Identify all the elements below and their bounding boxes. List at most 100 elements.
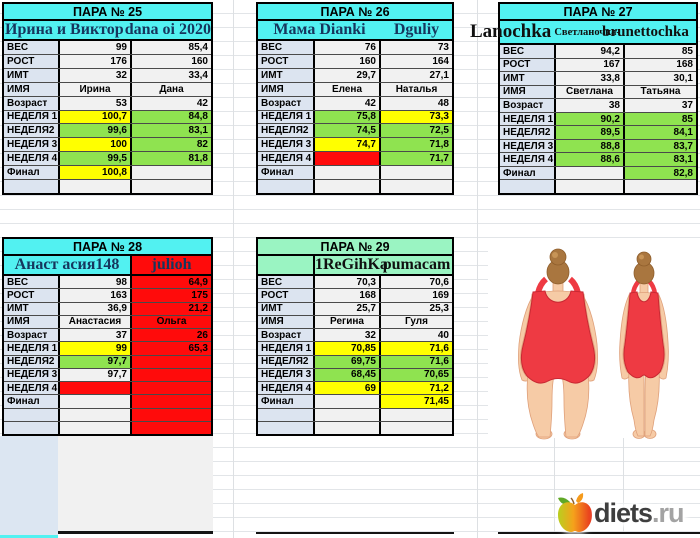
participant-name-left[interactable]: Lanochka Светланочка- [470, 21, 620, 43]
cell-value[interactable]: 42 [315, 96, 381, 110]
row-label[interactable] [4, 180, 60, 193]
cell-value[interactable] [556, 166, 625, 180]
row-label[interactable]: РОСТ [4, 289, 60, 302]
row-label[interactable]: ВЕС [500, 45, 556, 58]
cell-value[interactable]: 71,45 [381, 395, 452, 408]
row-label[interactable]: НЕДЕЛЯ 1 [500, 112, 556, 126]
cell-value[interactable]: 85,4 [132, 41, 211, 54]
row-label[interactable] [4, 421, 60, 434]
row-label[interactable]: ИМЯ [4, 315, 60, 328]
participant-name-right[interactable]: brunettochka [602, 23, 689, 40]
cell-value[interactable]: 99 [60, 342, 132, 355]
cell-value[interactable]: 21,2 [132, 302, 211, 315]
cell-value[interactable]: 84,8 [132, 110, 211, 124]
cell-value[interactable]: 42 [132, 96, 211, 110]
cell-value[interactable]: 176 [60, 54, 132, 68]
cell-value[interactable] [625, 180, 696, 194]
participant-name-left[interactable]: Мама Dianki [273, 21, 366, 38]
row-label[interactable]: Финал [4, 166, 60, 180]
row-label[interactable]: ВЕС [258, 41, 315, 54]
empty-gray-cells[interactable] [58, 436, 213, 531]
row-label[interactable]: НЕДЕЛЯ 1 [258, 342, 315, 355]
cell-value[interactable] [381, 166, 452, 180]
cell-value[interactable]: Татьяна [625, 85, 696, 99]
participant-name-right[interactable]: julioh [132, 256, 211, 274]
cell-value[interactable]: 70,65 [381, 368, 452, 381]
cell-value[interactable]: 64,9 [132, 276, 211, 289]
row-label[interactable]: Возраст [258, 329, 315, 342]
row-label[interactable] [4, 408, 60, 421]
row-label[interactable]: РОСТ [500, 58, 556, 72]
cell-value[interactable] [132, 166, 211, 180]
participant-name-right[interactable]: Dguliy [393, 21, 440, 38]
cell-value[interactable]: 32 [315, 329, 381, 342]
cell-value[interactable]: 71,8 [381, 138, 452, 152]
participant-name-left[interactable]: Ирина и Виктор [5, 21, 124, 38]
pair-names-row[interactable]: Мама Dianki Dguliy [258, 21, 452, 41]
row-label[interactable]: ИМЯ [500, 85, 556, 99]
cell-value[interactable] [132, 368, 211, 381]
cell-value[interactable]: 160 [132, 54, 211, 68]
cell-value[interactable] [132, 382, 211, 395]
cell-value[interactable] [132, 395, 211, 408]
pair-header[interactable]: ПАРА № 28 [4, 239, 211, 256]
cell-value[interactable]: 88,8 [556, 139, 625, 153]
cell-value[interactable]: 25,7 [315, 302, 381, 315]
row-label[interactable]: Финал [258, 395, 315, 408]
pair-names-row[interactable]: Lanochka Светланочка-brunettochka [470, 21, 696, 45]
row-label[interactable]: НЕДЕЛЯ2 [4, 124, 60, 138]
cell-value[interactable]: 168 [315, 289, 381, 302]
cell-value[interactable]: 85 [625, 112, 696, 126]
cell-value[interactable]: 163 [60, 289, 132, 302]
cell-value[interactable]: 90,2 [556, 112, 625, 126]
row-label[interactable]: ИМЯ [4, 82, 60, 96]
cell-value[interactable] [60, 408, 132, 421]
cell-value[interactable]: 71,6 [381, 355, 452, 368]
cell-value[interactable]: 71,7 [381, 152, 452, 166]
row-label[interactable]: ИМЯ [258, 82, 315, 96]
row-label[interactable] [258, 408, 315, 421]
cell-value[interactable]: 75,8 [315, 110, 381, 124]
cell-value[interactable]: 99 [60, 41, 132, 54]
row-label[interactable]: ИМТ [258, 302, 315, 315]
cell-value[interactable] [60, 180, 132, 193]
cell-value[interactable] [315, 152, 381, 166]
cell-value[interactable]: 73 [381, 41, 452, 54]
cell-value[interactable]: 38 [556, 99, 625, 112]
row-label[interactable]: Финал [4, 395, 60, 408]
cell-value[interactable]: 37 [625, 99, 696, 112]
cell-value[interactable] [381, 180, 452, 193]
row-label[interactable]: ИМТ [4, 68, 60, 82]
cell-value[interactable]: 27,1 [381, 68, 452, 82]
cell-value[interactable] [381, 408, 452, 421]
cell-value[interactable]: 69 [315, 382, 381, 395]
row-label[interactable]: ИМТ [4, 302, 60, 315]
cell-value[interactable]: 168 [625, 58, 696, 72]
participant-name-right[interactable]: dana oi 2020 [124, 21, 211, 38]
cell-value[interactable] [60, 421, 132, 434]
row-label[interactable]: ВЕС [258, 276, 315, 289]
cell-value[interactable]: 33,8 [556, 72, 625, 85]
cell-value[interactable]: 85 [625, 45, 696, 58]
cell-value[interactable]: Дана [132, 82, 211, 96]
cell-value[interactable]: 68,45 [315, 368, 381, 381]
cell-value[interactable]: 175 [132, 289, 211, 302]
cell-value[interactable]: 48 [381, 96, 452, 110]
cell-value[interactable]: 100 [60, 138, 132, 152]
cell-value[interactable]: 81,8 [132, 152, 211, 166]
cell-value[interactable]: 53 [60, 96, 132, 110]
cell-value[interactable]: 99,6 [60, 124, 132, 138]
row-label[interactable]: РОСТ [4, 54, 60, 68]
cell-value[interactable] [132, 180, 211, 193]
cell-value[interactable] [132, 421, 211, 434]
row-label[interactable]: НЕДЕЛЯ 1 [258, 110, 315, 124]
row-label[interactable]: РОСТ [258, 289, 315, 302]
row-label[interactable]: НЕДЕЛЯ 3 [4, 138, 60, 152]
row-label[interactable]: НЕДЕЛЯ2 [500, 126, 556, 139]
row-label[interactable]: НЕДЕЛЯ 1 [4, 110, 60, 124]
cell-value[interactable] [315, 166, 381, 180]
row-label[interactable]: НЕДЕЛЯ 4 [258, 152, 315, 166]
cell-value[interactable]: 73,3 [381, 110, 452, 124]
cell-value[interactable]: 74,5 [315, 124, 381, 138]
cell-value[interactable]: Регина [315, 315, 381, 328]
